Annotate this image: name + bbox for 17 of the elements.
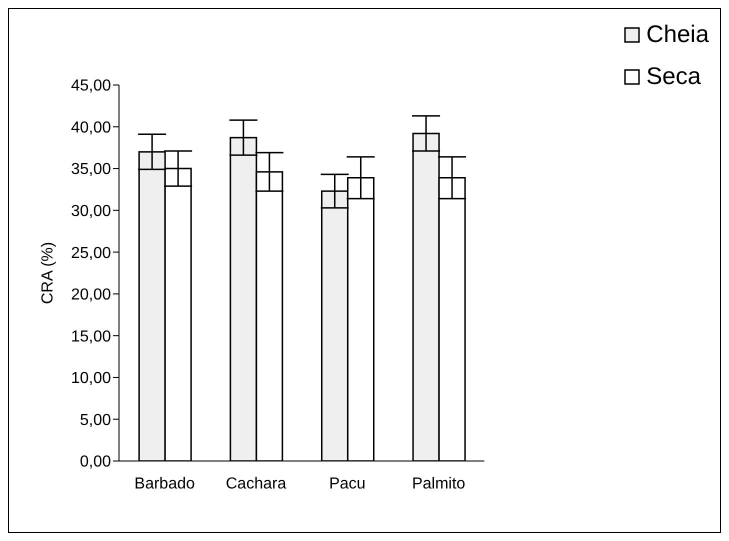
x-tick-label: Pacu [329, 475, 366, 492]
legend-label: Cheia [646, 21, 709, 49]
y-tick-label: 25,00 [70, 244, 112, 262]
y-tick-label: 30,00 [70, 203, 112, 220]
y-tick-label: 5,00 [80, 412, 112, 429]
y-tick-label: 10,00 [70, 370, 112, 388]
y-axis-title: CRA (%) [40, 242, 57, 304]
y-tick-label: 35,00 [70, 161, 112, 178]
legend-label: Seca [646, 63, 701, 91]
y-tick-label: 15,00 [70, 328, 112, 346]
x-tick-label: Cachara [226, 475, 286, 492]
y-tick-label: 45,00 [70, 78, 112, 95]
y-tick-label: 20,00 [70, 286, 112, 304]
x-tick-label: Palmito [412, 475, 466, 492]
y-tick-label: 40,00 [70, 119, 112, 136]
y-tick-label: 0,00 [80, 454, 112, 471]
x-tick-label: Barbado [134, 475, 196, 492]
